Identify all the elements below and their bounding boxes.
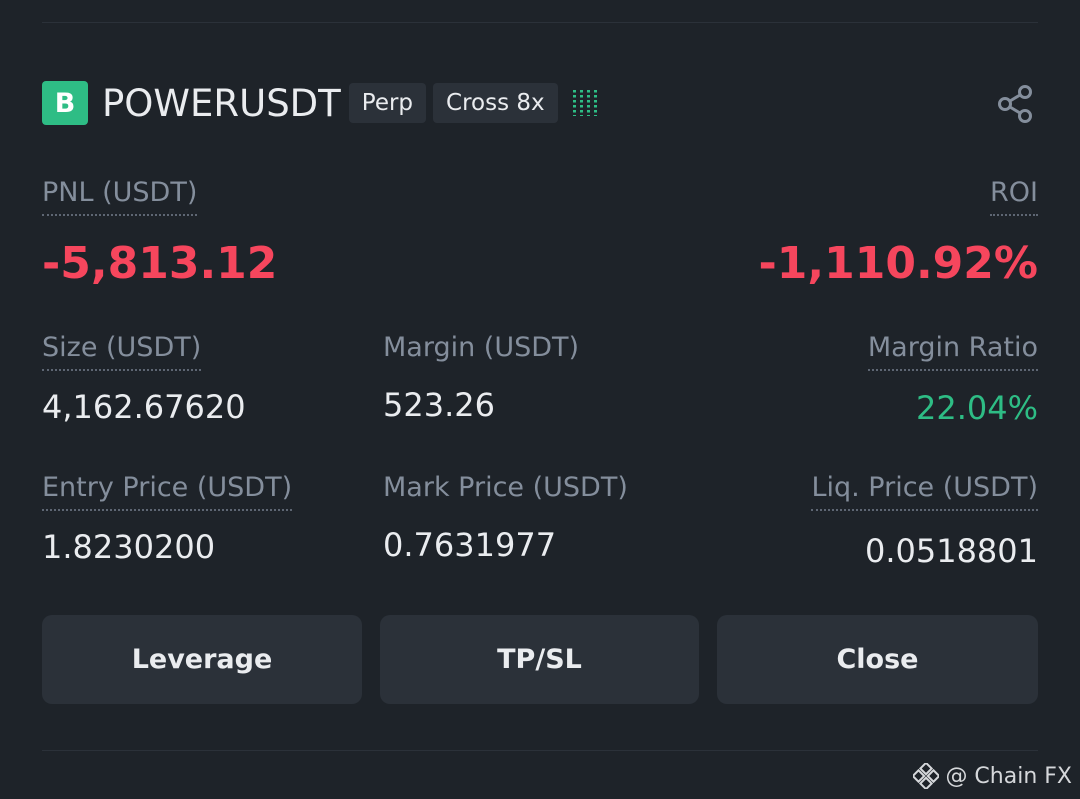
size-label[interactable]: Size (USDT) (42, 331, 202, 371)
close-button[interactable]: Close (717, 615, 1038, 704)
mark-price-label: Mark Price (USDT) (383, 472, 628, 503)
tpsl-button[interactable]: TP/SL (380, 615, 699, 704)
margin-mode-tag[interactable]: Cross 8x (433, 83, 558, 123)
margin-label: Margin (USDT) (383, 332, 580, 363)
roi-value: -1,110.92% (758, 238, 1038, 289)
mark-price-value: 0.7631977 (383, 526, 557, 564)
leverage-button[interactable]: Leverage (42, 615, 362, 704)
entry-price-label[interactable]: Entry Price (USDT) (42, 471, 293, 511)
liq-price-value: 0.0518801 (864, 532, 1038, 570)
binance-logo-icon (913, 763, 940, 789)
margin-value: 523.26 (383, 386, 495, 424)
adl-indicator-icon (572, 90, 597, 116)
margin-ratio-label[interactable]: Margin Ratio (867, 331, 1038, 371)
size-value: 4,162.67620 (42, 388, 246, 426)
pnl-value: -5,813.12 (42, 238, 278, 289)
watermark-text: @ Chain FX (945, 763, 1072, 789)
side-badge: B (42, 81, 88, 125)
position-header: B POWERUSDT Perp Cross 8x (42, 80, 1038, 126)
share-icon[interactable] (994, 82, 1038, 126)
entry-price-value: 1.8230200 (42, 528, 216, 566)
contract-type-tag: Perp (348, 83, 427, 123)
margin-ratio-value: 22.04% (915, 389, 1038, 427)
roi-label[interactable]: ROI (990, 176, 1038, 216)
liq-price-label[interactable]: Liq. Price (USDT) (811, 471, 1038, 511)
pnl-label[interactable]: PNL (USDT) (42, 176, 198, 216)
watermark: @ Chain FX (913, 763, 1072, 789)
top-divider (42, 22, 1038, 23)
bottom-divider (42, 750, 1038, 751)
symbol-title: POWERUSDT (102, 81, 341, 125)
